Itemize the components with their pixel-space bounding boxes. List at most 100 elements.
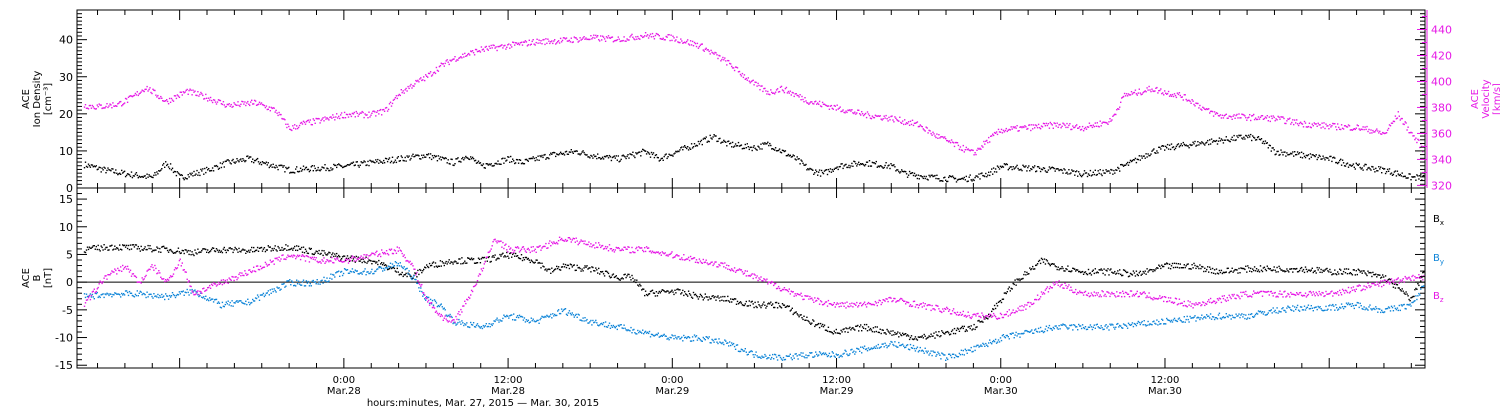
data-point: [938, 178, 939, 179]
data-point: [125, 176, 126, 177]
data-point: [1011, 126, 1012, 127]
data-point: [345, 117, 346, 118]
data-point: [727, 342, 728, 343]
data-point: [335, 116, 336, 117]
data-point: [1328, 128, 1329, 129]
data-point: [723, 300, 724, 301]
data-point: [367, 261, 368, 262]
data-point: [1120, 274, 1121, 275]
data-point: [919, 350, 920, 351]
data-point: [268, 290, 269, 291]
data-point: [562, 311, 563, 312]
data-point: [271, 250, 272, 251]
data-point: [1374, 131, 1375, 132]
data-point: [1079, 126, 1080, 127]
data-point: [962, 150, 963, 151]
data-point: [873, 327, 874, 328]
data-point: [702, 144, 703, 145]
data-point: [1402, 172, 1403, 173]
data-point: [629, 277, 630, 278]
data-point: [154, 90, 155, 91]
data-point: [472, 50, 473, 51]
data-point: [226, 106, 227, 107]
data-point: [715, 135, 716, 136]
data-point: [356, 256, 357, 257]
data-point: [313, 280, 314, 281]
data-point: [91, 108, 92, 109]
data-point: [862, 326, 863, 327]
data-point: [135, 93, 136, 94]
data-point: [1154, 270, 1155, 271]
data-point: [172, 168, 173, 169]
data-point: [602, 324, 603, 325]
data-point: [563, 153, 564, 154]
data-point: [858, 162, 859, 163]
data-point: [1246, 271, 1247, 272]
data-point: [1325, 124, 1326, 125]
data-point: [101, 171, 102, 172]
data-point: [1366, 169, 1367, 170]
data-point: [298, 127, 299, 128]
data-point: [276, 113, 277, 114]
data-point: [936, 354, 937, 355]
data-point: [137, 248, 138, 249]
data-point: [244, 249, 245, 250]
data-point: [1342, 273, 1343, 274]
data-point: [1316, 154, 1317, 155]
data-point: [851, 349, 852, 350]
data-point: [1028, 165, 1029, 166]
data-point: [840, 106, 841, 107]
data-point: [1404, 124, 1405, 125]
data-point: [596, 36, 597, 37]
data-point: [1321, 272, 1322, 273]
data-point: [1114, 271, 1115, 272]
data-point: [1279, 268, 1280, 269]
data-point: [272, 289, 273, 290]
data-point: [466, 262, 467, 263]
data-point: [440, 156, 441, 157]
data-point: [189, 250, 190, 251]
data-point: [1398, 173, 1399, 174]
data-point: [898, 171, 899, 172]
data-point: [85, 162, 86, 163]
data-point: [608, 325, 609, 326]
data-point: [452, 263, 453, 264]
data-point: [993, 309, 994, 310]
data-point: [138, 295, 139, 296]
data-point: [216, 299, 217, 300]
data-point: [213, 170, 214, 171]
data-point: [1317, 267, 1318, 268]
data-point: [1388, 171, 1389, 172]
data-point: [582, 150, 583, 151]
data-point: [247, 251, 248, 252]
data-point: [868, 113, 869, 114]
data-point: [382, 270, 383, 271]
data-point: [1237, 117, 1238, 118]
data-point: [788, 154, 789, 155]
data-point: [449, 64, 450, 65]
data-point: [854, 329, 855, 330]
data-point: [451, 159, 452, 160]
data-point: [367, 161, 368, 162]
data-point: [1336, 129, 1337, 130]
data-point: [969, 326, 970, 327]
data-point: [492, 323, 493, 324]
data-point: [592, 320, 593, 321]
data-point: [196, 170, 197, 171]
data-point: [1362, 126, 1363, 127]
data-point: [776, 356, 777, 357]
data-point: [370, 115, 371, 116]
data-point: [726, 300, 727, 301]
data-point: [1087, 274, 1088, 275]
data-point: [481, 326, 482, 327]
data-point: [1303, 153, 1304, 154]
data-point: [884, 167, 885, 168]
data-point: [809, 322, 810, 323]
data-point: [691, 44, 692, 45]
data-point: [297, 283, 298, 284]
data-point: [777, 359, 778, 360]
data-point: [347, 255, 348, 256]
data-point: [413, 86, 414, 87]
data-point: [1363, 270, 1364, 271]
data-point: [215, 251, 216, 252]
